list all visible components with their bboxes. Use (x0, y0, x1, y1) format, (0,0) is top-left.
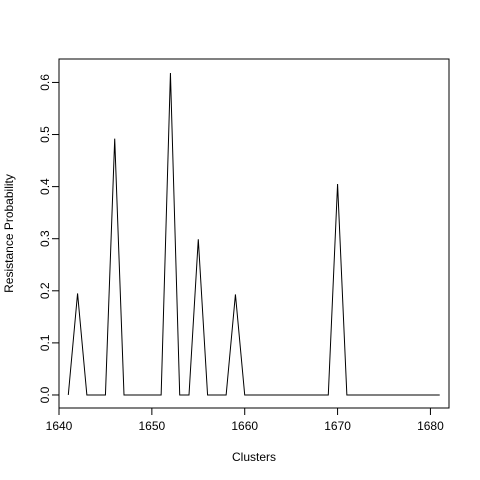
y-axis: 0.0 0.1 0.2 0.3 0.4 0.5 0.6 (38, 74, 60, 403)
x-tick-label: 1650 (139, 419, 166, 433)
x-tick-label: 1640 (46, 419, 73, 433)
y-tick-label: 0.1 (38, 334, 52, 351)
y-axis-label: Resistance Probability (2, 174, 16, 293)
y-tick-label: 0.3 (38, 230, 52, 247)
y-tick-label: 0.0 (38, 386, 52, 403)
y-tick-label: 0.2 (38, 282, 52, 299)
x-axis: 1640 1650 1660 1670 1680 (46, 407, 444, 433)
y-tick-label: 0.5 (38, 126, 52, 143)
x-axis-label: Clusters (232, 450, 276, 464)
plot-frame (58, 58, 450, 409)
y-tick-label: 0.6 (38, 74, 52, 91)
y-tick-label: 0.4 (38, 178, 52, 195)
x-tick-label: 1670 (324, 419, 351, 433)
series-line (67, 73, 440, 396)
x-tick-label: 1680 (417, 419, 444, 433)
x-tick-label: 1660 (231, 419, 258, 433)
